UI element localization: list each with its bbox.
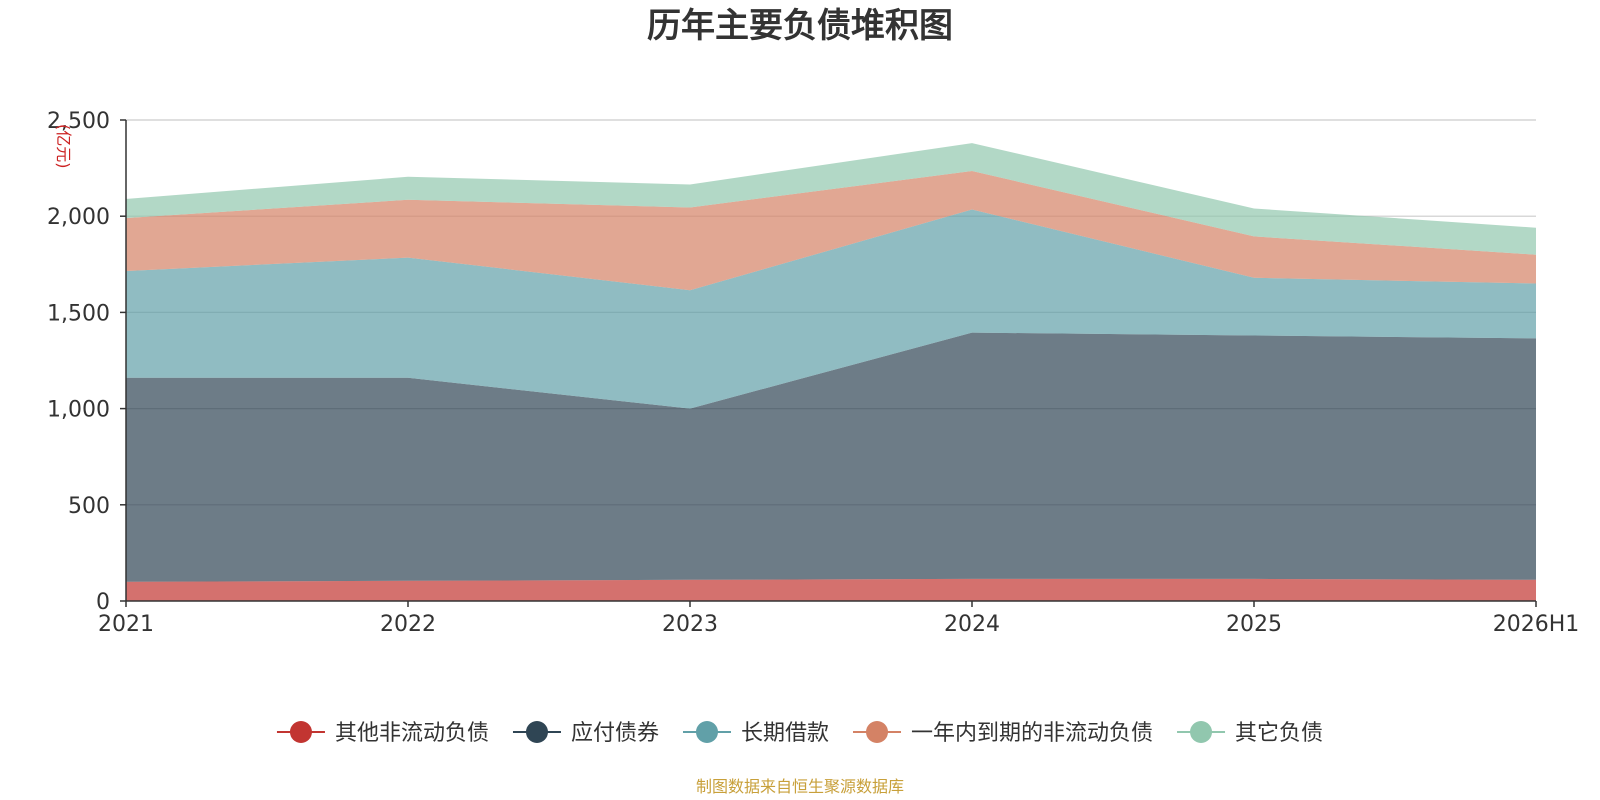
legend-marker [289, 721, 312, 743]
y-tick-label: 1,000 [47, 398, 110, 423]
legend-marker [695, 721, 718, 743]
area-series-4 [126, 143, 1536, 255]
y-axis-unit: (亿元) [54, 124, 73, 169]
area-series-0 [126, 578, 1536, 601]
legend-marker [525, 721, 548, 743]
x-tick-label: 2024 [944, 612, 1000, 637]
x-tick-label: 2025 [1226, 612, 1282, 637]
legend-label: 其他非流动负债 [335, 721, 489, 746]
axes: 0 500 1,000 1,500 2,000 2,500 2021 2022 2023 2024… [47, 109, 1579, 637]
y-tick-label: 2,000 [47, 205, 110, 230]
legend-marker [1190, 721, 1213, 743]
plot-area [126, 143, 1536, 601]
x-tick-label: 2021 [98, 612, 154, 637]
legend-item[interactable]: 一年内到期的非流动负债 [853, 721, 1153, 746]
area-series-3 [126, 171, 1536, 291]
y-tick-label: 500 [68, 494, 110, 519]
legend-label: 其它负债 [1235, 721, 1323, 746]
source-note: 制图数据来自恒生聚源数据库 [696, 777, 904, 796]
legend-label: 长期借款 [741, 721, 829, 746]
y-tick-label: 0 [96, 590, 110, 615]
y-tick-label: 1,500 [47, 301, 110, 326]
chart-title: 历年主要负债堆积图 [647, 6, 953, 46]
x-tick-label: 2026H1 [1493, 612, 1580, 637]
legend-label: 应付债券 [571, 721, 659, 746]
area-series-1 [126, 332, 1536, 582]
legend-item[interactable]: 应付债券 [512, 721, 659, 746]
legend-item[interactable]: 长期借款 [682, 721, 829, 746]
x-tick-label: 2022 [380, 612, 436, 637]
legend-item[interactable]: 其它负债 [1177, 721, 1323, 746]
legend-item[interactable]: 其他非流动负债 [276, 721, 489, 746]
area-series-2 [126, 209, 1536, 409]
x-tick-label: 2023 [662, 612, 718, 637]
legend-marker [866, 721, 889, 743]
legend: 其他非流动负债 应付债券 长期借款 一年内到期的非流动负债 其它负债 [276, 721, 1323, 746]
legend-label: 一年内到期的非流动负债 [911, 721, 1153, 746]
y-tick-label: 2,500 [47, 109, 110, 134]
